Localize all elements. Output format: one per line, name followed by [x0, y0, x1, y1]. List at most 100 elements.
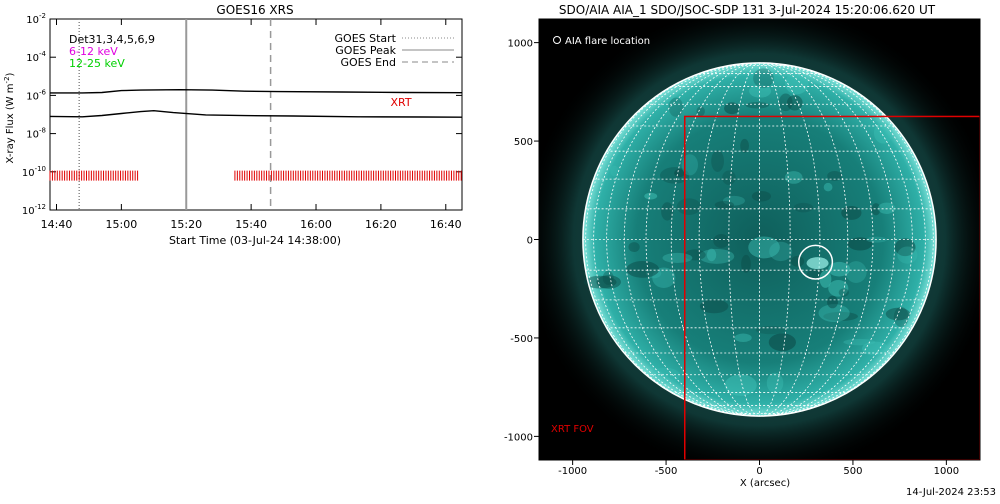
disk-texture [674, 168, 685, 178]
grid-longitude-line [698, 62, 760, 417]
disk-texture [841, 205, 862, 220]
disk-texture [785, 72, 809, 95]
disk-texture [681, 154, 698, 176]
disk-texture [696, 106, 705, 117]
disk-texture [786, 95, 803, 111]
solar-limb [582, 62, 937, 417]
disk-texture [827, 295, 838, 309]
grid-longitude-line [670, 62, 760, 417]
goes-x-tick-label: 14:40 [41, 218, 73, 231]
disk-texture [724, 102, 740, 115]
xrt-fov-box [684, 115, 980, 460]
goes-y-tick-label: 10-12 [22, 203, 46, 217]
grid-longitude-line [645, 62, 760, 417]
disk-texture [766, 372, 784, 394]
disk-texture [596, 275, 621, 289]
disk-texture [768, 333, 796, 352]
goes-legend-channel: Det31,3,4,5,6,9 [69, 33, 155, 46]
aia-y-tick-label: 1000 [508, 39, 533, 50]
disk-texture [610, 165, 619, 177]
disk-texture [661, 202, 674, 221]
goes-legend-marker-label: GOES Start [335, 32, 397, 45]
goes-y-axis-label-exp: -2 [3, 76, 11, 83]
grid-longitude-line [593, 62, 760, 417]
disk-texture [748, 236, 780, 259]
disk-texture [699, 299, 729, 314]
disk-texture [877, 202, 896, 214]
disk-texture [699, 248, 735, 264]
disk-texture [753, 68, 774, 89]
goes-y-axis-label-main: X-ray Flux (W m [5, 83, 16, 163]
flare-legend-symbol [553, 36, 561, 44]
disk-texture [871, 203, 881, 216]
disk-texture [819, 270, 832, 288]
goes-xrs-panel: GOES16 XRS 14:40 15:00 15:20 15:40 16:00 16:2… [0, 0, 480, 260]
disk-texture [602, 270, 614, 285]
goes-x-tick-label: 15:40 [235, 218, 267, 231]
disk-texture [861, 341, 889, 356]
footer-timestamp: 14-Jul-2024 23:53 [905, 487, 996, 498]
disk-texture [769, 241, 793, 262]
goes-xrs-chart: GOES16 XRS 14:40 15:00 15:20 15:40 16:00 16:2… [3, 3, 463, 247]
grid-longitude-line [759, 62, 849, 417]
goes-y-tick-label: 10-8 [26, 127, 46, 141]
goes-x-tick-label: 16:20 [365, 218, 397, 231]
grid-longitude-line [759, 62, 874, 417]
disk-texture [778, 93, 793, 112]
disk-texture [644, 192, 658, 200]
goes-y-tick-label: 10-4 [26, 50, 46, 64]
disk-texture [885, 307, 911, 321]
aia-x-tick-label: 0 [756, 466, 762, 477]
aia-image-content: XRT FOV AIA flare location [539, 19, 980, 460]
goes-y-axis-label: X-ray Flux (W m-2) [3, 72, 16, 163]
goes-title: GOES16 XRS [216, 3, 293, 17]
aia-image-chart: SDO/AIA AIA_1 SDO/JSOC-SDP 131 3-Jul-202… [504, 3, 981, 489]
disk-texture [684, 249, 706, 261]
goes-legend-marker-label: GOES End [340, 56, 396, 69]
goes-y-tick-label: 10-10 [22, 165, 46, 179]
disk-texture [755, 325, 786, 335]
disk-texture [706, 248, 717, 262]
goes-series-line-0 [50, 88, 463, 94]
aia-y-tick-label: 500 [514, 137, 533, 148]
aia-image-panel: SDO/AIA AIA_1 SDO/JSOC-SDP 131 3-Jul-202… [495, 0, 1000, 500]
disk-texture [790, 255, 805, 267]
goes-x-tick-label: 15:00 [106, 218, 138, 231]
disk-texture [668, 97, 684, 117]
goes-x-tick-label: 16:40 [430, 218, 462, 231]
disk-texture [828, 279, 849, 297]
disk-texture [711, 150, 724, 172]
grid-longitude-line [759, 62, 896, 417]
xrt-fov-label: XRT FOV [551, 424, 594, 435]
goes-x-axis-label: Start Time (03-Jul-24 14:38:00) [169, 234, 341, 247]
aia-y-tick-label: 0 [527, 236, 533, 247]
disk-texture [723, 195, 745, 206]
goes-plot-area: 14:40 15:00 15:20 15:40 16:00 16:20 16:40 10-12… [22, 12, 463, 231]
aia-x-tick-label: -1000 [558, 466, 587, 477]
aia-x-tick-label: 1000 [934, 466, 959, 477]
grid-longitude-line [623, 62, 760, 417]
disk-texture [827, 170, 843, 181]
aia-x-tick-label: -500 [655, 466, 678, 477]
disk-texture [626, 261, 660, 278]
goes-legend-channel: 6-12 keV [69, 45, 118, 58]
goes-legend-marker-label: GOES Peak [335, 44, 396, 57]
disk-texture [751, 190, 772, 202]
aia-y-tick-label: -1000 [504, 432, 533, 443]
disk-texture [845, 261, 867, 283]
disk-texture [722, 170, 736, 185]
disk-texture [652, 267, 676, 288]
flare-bright-region [806, 257, 829, 270]
grid-longitude-line [759, 62, 821, 417]
disk-texture [645, 268, 662, 279]
aia-title: SDO/AIA AIA_1 SDO/JSOC-SDP 131 3-Jul-202… [559, 3, 936, 17]
disk-texture [649, 367, 681, 384]
goes-legend-channel: 12-25 keV [69, 57, 125, 70]
aia-y-tick-label: -500 [510, 334, 533, 345]
disk-texture [828, 261, 851, 277]
disk-texture [745, 102, 770, 109]
disk-texture [894, 238, 916, 257]
disk-texture [741, 254, 751, 273]
grid-longitude-line [759, 62, 926, 417]
disk-texture [818, 304, 850, 323]
